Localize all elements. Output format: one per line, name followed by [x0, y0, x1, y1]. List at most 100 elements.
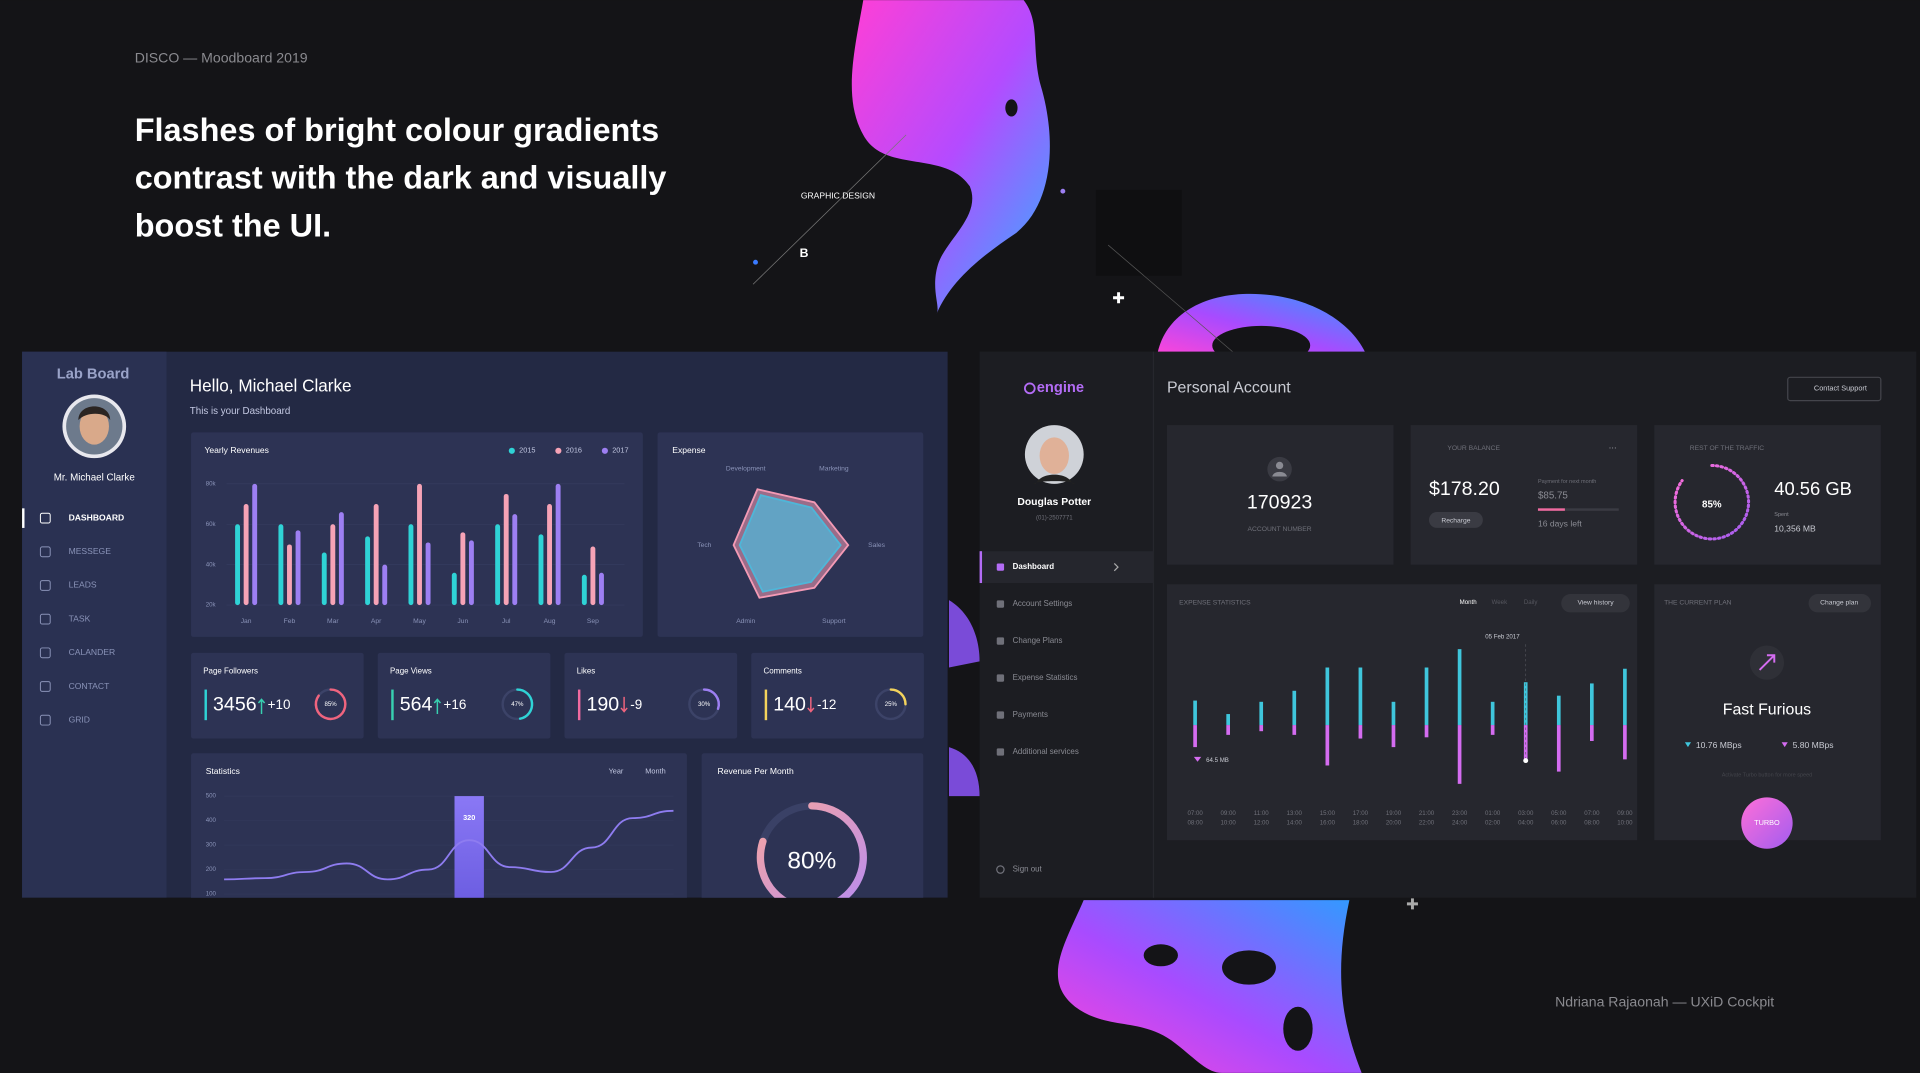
traffic-spent: 10,356 MB — [1774, 523, 1816, 533]
bar — [252, 483, 258, 606]
trend-arrow — [807, 696, 815, 713]
ring-label: 47% — [511, 701, 524, 708]
bar — [590, 546, 596, 606]
bar — [287, 544, 292, 606]
bar — [321, 552, 327, 606]
nav-item: MESSEGE — [69, 546, 112, 556]
chart-title: Statistics — [206, 766, 240, 776]
kpi-change: -12 — [817, 697, 836, 712]
bar — [460, 532, 466, 606]
button[interactable] — [1808, 594, 1872, 613]
bar — [495, 524, 501, 606]
tab: Daily — [1524, 599, 1539, 606]
axis-label: Support — [822, 618, 846, 625]
bar — [1292, 690, 1297, 726]
bar — [1259, 725, 1264, 732]
nav-item: DASHBOARD — [69, 512, 125, 522]
legend-swatch — [555, 447, 562, 454]
y-tick-label: 40k — [206, 561, 217, 568]
chart-title: Yearly Revenues — [204, 445, 268, 455]
bar — [1358, 667, 1363, 726]
icon — [1272, 471, 1287, 477]
gauge — [1673, 463, 1751, 541]
gauge — [756, 802, 867, 898]
note: Activate Turbo button for more speed — [1722, 773, 1813, 779]
download-icon — [1193, 756, 1202, 762]
nav-item: CALANDER — [69, 647, 116, 657]
x-tick-label: 07:00 — [1584, 810, 1600, 817]
legend-label: 2016 — [566, 446, 582, 455]
bar — [468, 540, 474, 606]
dropdown: Month — [645, 767, 665, 776]
button[interactable] — [1561, 594, 1630, 613]
nav-icon — [996, 748, 1005, 756]
bar — [1590, 725, 1594, 741]
blob-hole — [1283, 1006, 1313, 1051]
card — [191, 432, 643, 637]
x-tick-label: 17:00 — [1353, 810, 1369, 817]
bar — [373, 504, 379, 606]
chevron — [1113, 563, 1119, 572]
bar — [408, 524, 414, 606]
x-tick-label: Jan — [241, 618, 252, 625]
accent-bar — [577, 689, 581, 721]
nav-item: Expense Statistics — [1013, 673, 1078, 682]
x-tick-label: 21:00 — [1419, 810, 1435, 817]
axis-label: Sales — [868, 542, 885, 549]
user-name: Mr. Michael Clarke — [54, 472, 135, 483]
nav-icon — [996, 637, 1005, 645]
bar — [538, 534, 544, 606]
annotation: 64.5 MB — [1206, 757, 1229, 764]
card-title: YOUR BALANCE — [1447, 445, 1500, 452]
bar — [1391, 725, 1396, 748]
bar — [1226, 714, 1230, 726]
bar — [1457, 725, 1462, 784]
accent-bar — [204, 689, 207, 721]
x-tick-label: 22:00 — [1419, 820, 1435, 827]
chart-title: Revenue Per Month — [718, 766, 794, 776]
x-tick-label: 04:00 — [1518, 820, 1534, 827]
decor-dot — [1060, 188, 1066, 194]
button-label: TURBO — [1754, 818, 1780, 827]
bar — [1292, 725, 1297, 735]
x-tick-label: 15:00 — [1320, 810, 1336, 817]
x-tick-label: 05:00 — [1551, 810, 1567, 817]
ring-label: 30% — [698, 701, 711, 708]
tag: GRAPHIC DESIGN — [801, 190, 875, 200]
button[interactable] — [1787, 376, 1882, 402]
legend-swatch — [508, 447, 515, 454]
value-label: 320 — [463, 813, 475, 822]
y-tick-label: 400 — [206, 817, 217, 824]
balance-amount: $178.20 — [1429, 478, 1500, 500]
page-title: Personal Account — [1167, 380, 1291, 397]
kpi-value: 564 — [400, 694, 433, 716]
bar — [555, 483, 561, 606]
subtitle: This is your Dashboard — [190, 406, 291, 417]
card — [564, 652, 738, 739]
button-label: Change plan — [1820, 599, 1858, 606]
y-tick-label: 20k — [206, 602, 217, 609]
headline: contrast with the dark and visually — [135, 160, 667, 196]
axis-label: Development — [726, 466, 766, 473]
bar — [1490, 701, 1495, 726]
download-icon — [1684, 742, 1692, 748]
x-tick-label: 20:00 — [1386, 820, 1402, 827]
bar — [512, 514, 518, 606]
nav-item: LEADS — [69, 580, 97, 590]
bar — [1590, 683, 1594, 726]
plan-name: Fast Furious — [1723, 702, 1811, 719]
card — [701, 753, 924, 898]
turbo-button[interactable] — [1741, 797, 1793, 849]
x-tick-label: 10:00 — [1617, 820, 1633, 827]
days-left: 16 days left — [1538, 519, 1582, 529]
bar — [235, 524, 240, 606]
bar — [330, 524, 336, 606]
blob-hole — [1005, 99, 1018, 117]
progress-track — [1537, 508, 1619, 511]
nav-item: CONTACT — [69, 681, 111, 691]
bar — [1457, 649, 1462, 726]
y-tick-label: 500 — [206, 793, 217, 800]
button[interactable] — [1428, 512, 1483, 528]
x-tick-label: May — [413, 618, 426, 625]
nav-icon — [996, 865, 1005, 874]
